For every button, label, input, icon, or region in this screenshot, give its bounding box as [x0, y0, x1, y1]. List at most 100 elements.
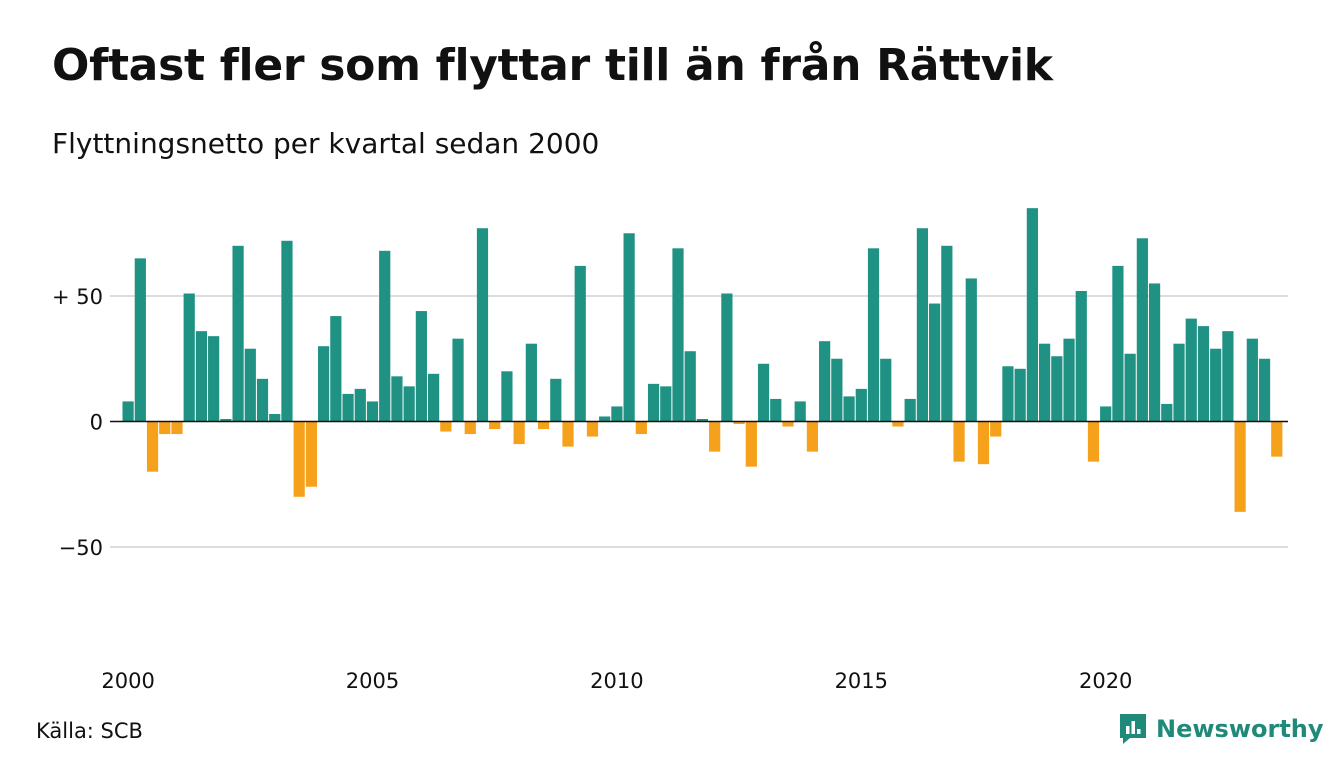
bar [537, 421, 550, 430]
bar [1271, 421, 1283, 457]
bar [977, 421, 990, 465]
bar [1039, 343, 1051, 422]
bar [330, 316, 342, 422]
bar [1124, 353, 1136, 422]
bar [709, 421, 721, 452]
bar [635, 421, 647, 435]
bar [745, 421, 757, 467]
bar [806, 421, 819, 452]
bar [122, 401, 134, 422]
y-tick-label: −50 [59, 536, 103, 560]
bar [562, 421, 574, 447]
bar [464, 421, 476, 435]
brand-name: Newsworthy [1156, 715, 1324, 743]
bar [208, 336, 220, 422]
bar [929, 303, 941, 422]
bar [159, 421, 171, 435]
bar [990, 421, 1002, 437]
bar [672, 248, 684, 422]
bar [232, 245, 244, 422]
bar [623, 233, 635, 422]
chart-subtitle: Flyttningsnetto per kvartal sedan 2000 [52, 127, 600, 160]
bar [318, 346, 330, 422]
bar [134, 258, 146, 422]
bar [501, 371, 513, 422]
x-tick-label: 2020 [1079, 669, 1132, 693]
bar [1063, 338, 1075, 422]
bar [1246, 338, 1258, 422]
bar [1100, 406, 1112, 422]
bar [550, 378, 562, 422]
bar [892, 421, 904, 427]
bar [1161, 403, 1173, 422]
bar [525, 343, 537, 422]
bar [1185, 318, 1197, 422]
bar [660, 386, 672, 422]
bar [1210, 348, 1222, 422]
grid-lines [110, 295, 1288, 548]
bar [696, 418, 709, 422]
bar [574, 265, 586, 422]
bar [1026, 208, 1038, 422]
bar [1222, 331, 1234, 422]
bar [293, 421, 305, 497]
bar [1112, 265, 1124, 422]
bar [183, 293, 195, 422]
bar [1075, 290, 1087, 422]
bar [855, 388, 867, 422]
bar [599, 416, 611, 422]
x-tick-label: 2015 [835, 669, 888, 693]
bar [757, 363, 770, 422]
bar [440, 421, 452, 432]
bar [1258, 358, 1271, 422]
bars [122, 208, 1283, 512]
bar [244, 348, 256, 422]
bar [513, 421, 525, 445]
bar [819, 341, 831, 422]
x-tick-label: 2005 [346, 669, 399, 693]
bar [476, 228, 489, 422]
bar [195, 331, 208, 422]
bar [354, 388, 366, 422]
x-tick-label: 2010 [590, 669, 643, 693]
bar [1087, 421, 1100, 462]
bar [379, 250, 391, 422]
bar [684, 351, 696, 422]
bar [1014, 368, 1026, 422]
bar [269, 413, 281, 422]
bar [880, 358, 892, 422]
bar [1051, 356, 1063, 422]
source-note: Källa: SCB [36, 719, 143, 743]
bar [867, 248, 880, 422]
bar [391, 376, 403, 422]
bar [782, 421, 794, 427]
bar [916, 228, 928, 422]
bar [1234, 421, 1246, 512]
bar [305, 421, 317, 487]
bar [721, 293, 733, 422]
chart-title: Oftast fler som flyttar till än från Rät… [52, 40, 1053, 91]
bar [794, 401, 806, 422]
x-tick-label: 2000 [101, 669, 154, 693]
chart-bubble-icon [1120, 714, 1146, 744]
bar [1173, 343, 1185, 422]
bar [220, 418, 232, 422]
bar [843, 396, 855, 422]
bar [171, 421, 183, 435]
bar [941, 245, 953, 422]
bar [904, 398, 916, 422]
bar [489, 421, 501, 430]
bar [256, 378, 269, 422]
bar [1002, 366, 1014, 422]
axes: + 50 0 −50 2000 2005 2010 2015 2020 [52, 285, 1288, 693]
bar [733, 421, 745, 425]
bar [1197, 326, 1210, 422]
bar [770, 398, 782, 422]
bar [953, 421, 965, 462]
bar [342, 393, 354, 422]
y-tick-label: 0 [90, 411, 103, 435]
y-tick-label: + 50 [52, 285, 103, 309]
bar [586, 421, 599, 437]
bar [647, 383, 660, 422]
